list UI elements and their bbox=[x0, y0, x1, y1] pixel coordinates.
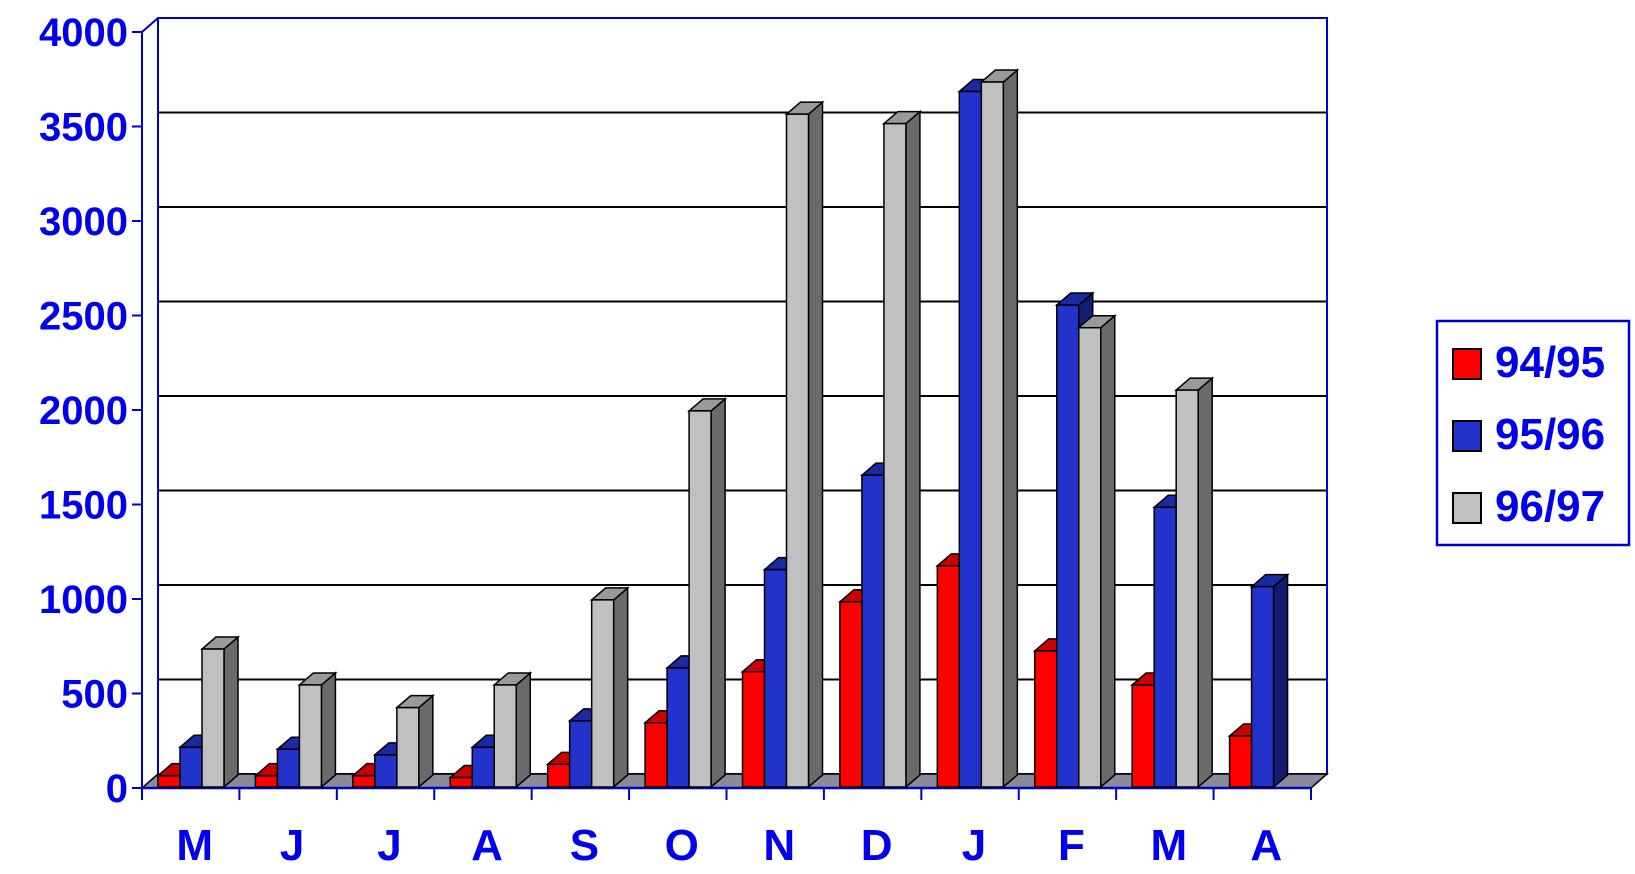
bar-side bbox=[710, 397, 726, 789]
bar-96-97-10 bbox=[1174, 376, 1215, 789]
bar-side bbox=[1002, 68, 1019, 789]
bar-front bbox=[980, 81, 1005, 788]
bar-front bbox=[568, 720, 593, 788]
bar-front bbox=[666, 667, 690, 788]
bar-front bbox=[958, 90, 983, 788]
bar-front bbox=[298, 684, 323, 788]
bar-front bbox=[449, 776, 473, 788]
y-tick-label: 0 bbox=[106, 767, 128, 811]
y-axis-tick-labels: 0 500 1000 1500 2000 2500 3000 3500 4000 bbox=[39, 11, 142, 811]
bar-96-97-0 bbox=[199, 635, 241, 789]
y-tick-label: 3500 bbox=[39, 106, 128, 150]
legend-swatch bbox=[1452, 492, 1482, 524]
bar-front bbox=[254, 774, 279, 788]
y-tick-label: 4000 bbox=[39, 11, 128, 55]
legend-label: 96/97 bbox=[1495, 482, 1605, 531]
bar-96-97-5 bbox=[687, 397, 728, 789]
bar-front bbox=[936, 565, 961, 788]
x-tick-label: M bbox=[1151, 821, 1188, 869]
bar-96-97-2 bbox=[394, 693, 435, 789]
x-tick-label: J bbox=[377, 821, 401, 869]
bar-96-97-3 bbox=[492, 671, 533, 789]
x-tick-label: S bbox=[570, 821, 599, 869]
x-tick-label: O bbox=[665, 821, 699, 869]
bar-front bbox=[1056, 304, 1080, 788]
x-tick-label: J bbox=[280, 821, 304, 869]
legend-swatch bbox=[1452, 348, 1482, 380]
bar-front bbox=[763, 568, 788, 788]
bar-front bbox=[883, 122, 907, 788]
legend-item: 96/97 bbox=[1452, 482, 1605, 531]
legend-label: 94/95 bbox=[1495, 338, 1605, 387]
legend-label: 95/96 bbox=[1495, 410, 1605, 459]
y-tick-label: 1000 bbox=[39, 578, 128, 622]
legend-item: 94/95 bbox=[1452, 338, 1605, 387]
legend-swatch bbox=[1452, 420, 1482, 452]
left-wall-top-edge bbox=[141, 17, 159, 33]
x-tick-label: A bbox=[471, 821, 503, 869]
x-tick-label: F bbox=[1058, 821, 1085, 869]
bar-front bbox=[861, 474, 885, 788]
bar-front bbox=[546, 763, 571, 788]
bar-front bbox=[839, 601, 863, 788]
bar-side bbox=[223, 635, 239, 789]
y-tick-label: 500 bbox=[61, 673, 128, 717]
gridlines bbox=[158, 111, 1327, 681]
bar-front bbox=[1153, 506, 1177, 788]
bar-front bbox=[374, 754, 398, 788]
bar-front bbox=[493, 684, 517, 788]
x-tick-label: M bbox=[176, 821, 213, 869]
bar-side bbox=[1100, 314, 1116, 789]
y-tick-label: 2500 bbox=[39, 295, 128, 339]
bar-96-97-9 bbox=[1076, 314, 1117, 789]
bar-front bbox=[590, 599, 615, 788]
bar-front bbox=[396, 706, 420, 788]
bar-front bbox=[1131, 684, 1155, 788]
bars bbox=[155, 68, 1290, 789]
legend-item: 95/96 bbox=[1452, 410, 1605, 459]
bar-front bbox=[179, 746, 203, 788]
bar-front bbox=[785, 113, 810, 788]
bar-front bbox=[1250, 585, 1275, 788]
bar-side bbox=[807, 100, 824, 789]
bar-96-97-4 bbox=[589, 586, 630, 789]
y-tick-label: 1500 bbox=[39, 484, 128, 528]
bar-front bbox=[741, 670, 766, 788]
bar-front bbox=[157, 774, 181, 788]
bar-side bbox=[515, 671, 531, 789]
y-tick-label: 3000 bbox=[39, 200, 128, 244]
bar-front bbox=[1228, 735, 1253, 788]
bar-front bbox=[1175, 389, 1199, 788]
bar-96-97-7 bbox=[881, 109, 922, 789]
x-tick-label: N bbox=[763, 821, 795, 869]
bar-front bbox=[352, 774, 376, 788]
bar-front bbox=[1078, 326, 1102, 788]
bar-96-97-8 bbox=[979, 68, 1020, 789]
x-tick-label: A bbox=[1250, 821, 1282, 869]
bar-96-97-1 bbox=[297, 671, 338, 789]
y-tick-label: 2000 bbox=[39, 389, 128, 433]
bar-front bbox=[644, 721, 668, 788]
bar-side bbox=[1272, 573, 1289, 789]
bar-95-96-11 bbox=[1249, 573, 1290, 789]
bar-side bbox=[418, 693, 434, 789]
bar-96-97-6 bbox=[784, 100, 825, 789]
bar-front bbox=[276, 748, 301, 788]
bar-side bbox=[1197, 376, 1213, 789]
bar-front bbox=[1034, 650, 1058, 788]
bar-front bbox=[471, 746, 495, 788]
bar-front bbox=[688, 410, 712, 788]
x-tick-label: D bbox=[861, 821, 893, 869]
legend: 94/95 95/96 96/97 bbox=[1435, 319, 1631, 547]
bar-side bbox=[320, 671, 337, 789]
bar-side bbox=[612, 586, 629, 789]
bar-front bbox=[201, 648, 225, 788]
bar-side bbox=[905, 109, 921, 789]
x-tick-label: J bbox=[962, 821, 986, 869]
